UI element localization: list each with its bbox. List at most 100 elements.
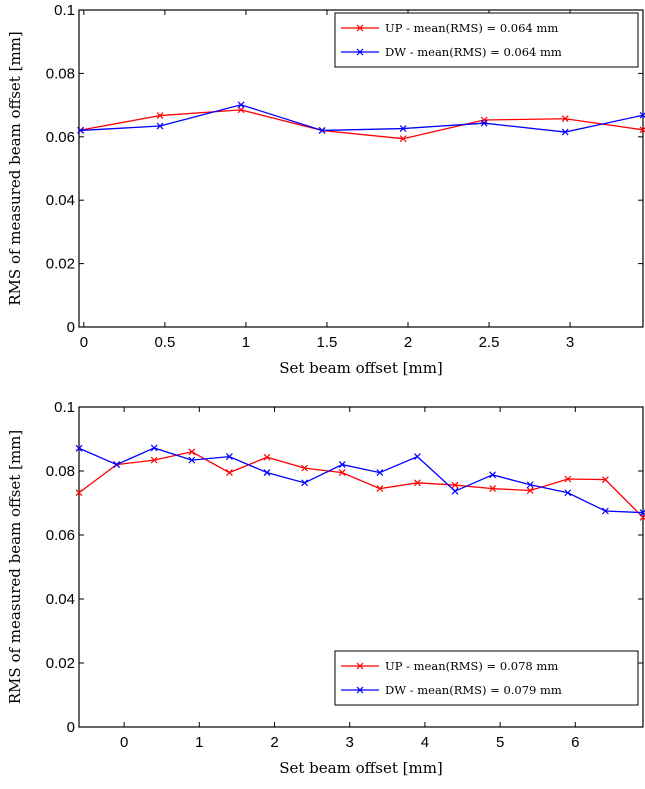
point-marker-stroke — [480, 119, 488, 127]
data-point — [338, 461, 346, 469]
point-marker-stroke — [301, 464, 309, 472]
y-tick-label: 0.02 — [46, 655, 75, 672]
data-point — [263, 469, 271, 477]
y-tick-label: 0.04 — [46, 192, 75, 209]
point-marker-stroke — [451, 487, 459, 495]
data-point — [301, 479, 309, 487]
data-point — [489, 485, 497, 493]
series-up — [77, 106, 645, 143]
point-marker-stroke — [225, 469, 233, 477]
x-tick-label: 2 — [270, 734, 278, 751]
point-marker-stroke — [150, 456, 158, 464]
x-tick-label: 3 — [346, 734, 354, 751]
legend-swatch-marker — [356, 686, 364, 694]
data-point — [225, 469, 233, 477]
data-point — [75, 444, 83, 452]
point-marker-stroke — [601, 507, 609, 515]
point-marker-stroke — [399, 125, 407, 132]
legend-label: UP - mean(RMS) = 0.064 mm — [385, 21, 558, 35]
point-marker-stroke — [564, 475, 572, 483]
data-point — [188, 456, 196, 464]
point-marker-stroke — [225, 453, 233, 461]
point-marker-stroke — [639, 509, 645, 517]
data-point — [451, 481, 459, 489]
data-point — [399, 125, 407, 132]
chart-1: 0 0.5 1 1.5 2 2.5 3 0 0.02 0.04 0.06 0.08 0.1 Set bea… — [6, 2, 645, 377]
x-tick-label: 0.5 — [154, 334, 175, 351]
point-marker-stroke — [601, 476, 609, 484]
point-marker-stroke — [188, 456, 196, 464]
data-point — [561, 115, 569, 123]
legend-swatch-marker — [356, 24, 364, 32]
chart-2: 0 1 2 3 4 5 6 0 0.02 0.04 0.06 0.08 0.1 Set beam offs… — [6, 399, 645, 777]
legend-label: DW - mean(RMS) = 0.079 mm — [385, 683, 562, 697]
data-point — [489, 471, 497, 479]
legend-box — [334, 650, 639, 706]
point-marker-stroke — [263, 453, 271, 461]
data-point — [237, 101, 245, 109]
data-point — [237, 106, 245, 114]
x-tick-label: 6 — [571, 734, 579, 751]
data-point — [150, 456, 158, 464]
x-axis-label: Set beam offset [mm] — [279, 359, 443, 377]
point-marker-stroke — [489, 471, 497, 479]
point-marker-stroke — [77, 127, 85, 134]
point-marker-stroke — [561, 128, 569, 136]
y-tick-label: 0 — [67, 719, 75, 736]
point-marker-stroke — [376, 469, 384, 477]
data-point — [113, 461, 121, 469]
data-point — [376, 469, 384, 477]
data-point — [301, 464, 309, 472]
point-marker-stroke — [237, 106, 245, 114]
data-point — [564, 475, 572, 483]
point-marker-stroke — [399, 135, 407, 143]
data-point — [225, 453, 233, 461]
point-marker-stroke — [639, 126, 645, 134]
point-marker-stroke — [263, 469, 271, 477]
x-axis-label: Set beam offset [mm] — [279, 759, 443, 777]
series-up — [75, 448, 645, 521]
point-marker-stroke — [526, 487, 534, 494]
plot-area-frame — [78, 9, 644, 328]
data-point — [480, 119, 488, 127]
legend: UP - mean(RMS) = 0.078 mm DW - mean(RMS) … — [334, 650, 639, 706]
point-marker-stroke — [318, 127, 326, 134]
point-marker-stroke — [237, 101, 245, 109]
data-point — [338, 469, 346, 477]
x-tick-label: 0 — [120, 734, 128, 751]
legend-swatch-marker — [356, 662, 364, 670]
point-marker-stroke — [564, 489, 572, 497]
point-marker-stroke — [150, 444, 158, 452]
data-point — [318, 127, 326, 134]
series-line — [78, 447, 644, 514]
x-tick-label: 1.5 — [317, 334, 338, 351]
y-axis-label: RMS of measured beam offset [mm] — [6, 430, 24, 705]
series-dw — [75, 444, 645, 517]
series-dw — [77, 101, 645, 136]
x-tick-label: 4 — [421, 734, 429, 751]
legend-item: DW - mean(RMS) = 0.064 mm — [341, 45, 562, 59]
x-tick-label: 1 — [195, 734, 203, 751]
data-point — [601, 507, 609, 515]
legend-label: DW - mean(RMS) = 0.064 mm — [385, 45, 562, 59]
y-tick-label: 0.04 — [46, 591, 75, 608]
data-point — [77, 127, 85, 134]
data-point — [639, 126, 645, 134]
data-point — [376, 485, 384, 493]
data-point — [526, 487, 534, 494]
data-point — [451, 487, 459, 495]
series-line — [78, 451, 644, 518]
series-line — [80, 109, 644, 140]
point-marker-stroke — [75, 444, 83, 452]
point-marker-stroke — [413, 479, 421, 487]
legend-label: UP - mean(RMS) = 0.078 mm — [385, 659, 558, 673]
data-point — [188, 448, 196, 456]
point-marker-stroke — [301, 479, 309, 487]
y-tick-label: 0.1 — [54, 399, 75, 416]
point-marker-stroke — [451, 481, 459, 489]
y-tick-label: 0.1 — [54, 2, 75, 19]
point-marker-stroke — [188, 448, 196, 456]
data-point — [601, 476, 609, 484]
point-marker-stroke — [561, 115, 569, 123]
